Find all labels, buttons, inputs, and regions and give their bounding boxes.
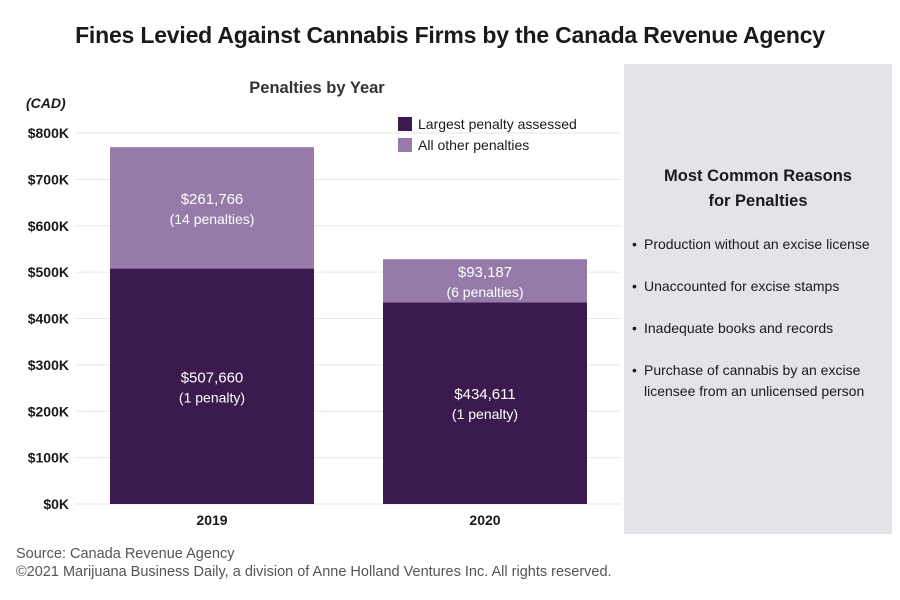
reasons-panel: Most Common Reasons for Penalties • Produ…: [624, 64, 892, 534]
bar-count-label: (1 penalty): [452, 406, 518, 422]
chart-title: Fines Levied Against Cannabis Firms by t…: [75, 22, 825, 48]
bullet-icon: •: [632, 278, 637, 294]
bullet-icon: •: [632, 236, 637, 252]
reason-text: Unaccounted for excise stamps: [644, 278, 840, 294]
bar-value-label: $93,187: [458, 264, 512, 281]
bar-chart: Penalties by Year (CAD) $0K $100K $200K $300K…: [26, 79, 620, 528]
chart-subtitle: Penalties by Year: [249, 79, 385, 97]
legend-swatch: [398, 117, 412, 131]
bar-count-label: (6 penalties): [446, 284, 523, 300]
legend-label: All other penalties: [418, 137, 529, 153]
x-tick-label: 2020: [469, 512, 500, 528]
legend-label: Largest penalty assessed: [418, 116, 577, 132]
y-tick-label: $400K: [28, 311, 69, 327]
x-tick-label: 2019: [196, 512, 227, 528]
y-tick-label: $600K: [28, 218, 69, 234]
bar-count-label: (14 penalties): [170, 211, 255, 227]
bar-count-label: (1 penalty): [179, 389, 245, 405]
bar-segment: [110, 147, 314, 269]
source-note: Source: Canada Revenue Agency: [16, 546, 235, 562]
bullet-icon: •: [632, 362, 637, 378]
reason-item: • Purchase of cannabis by an excise licen…: [632, 360, 888, 402]
reason-item: • Unaccounted for excise stamps: [632, 276, 888, 297]
reasons-panel-title: Most Common Reasons for Penalties: [624, 164, 892, 214]
reasons-title-line2: for Penalties: [708, 192, 808, 210]
bar-value-label: $261,766: [181, 191, 244, 208]
y-tick-label: $700K: [28, 171, 69, 187]
bar-segment: [110, 268, 314, 504]
bar-segment: [383, 302, 587, 504]
y-tick-label: $500K: [28, 264, 69, 280]
reason-text: Production without an excise license: [644, 236, 870, 252]
reasons-list: • Production without an excise license • U…: [632, 234, 888, 423]
reason-text: Purchase of cannabis by an excise licens…: [644, 362, 865, 399]
footer: Source: Canada Revenue Agency ©2021 Mari…: [16, 545, 612, 581]
y-tick-label: $300K: [28, 357, 69, 373]
y-tick-label: $800K: [28, 125, 69, 141]
y-tick-label: $100K: [28, 450, 69, 466]
bar-value-label: $434,611: [454, 386, 515, 403]
bar-value-label: $507,660: [181, 369, 244, 386]
copyright-note: ©2021 Marijuana Business Daily, a divisi…: [16, 564, 612, 580]
y-tick-label: $200K: [28, 403, 69, 419]
y-axis-label: (CAD): [26, 95, 66, 111]
bullet-icon: •: [632, 320, 637, 336]
reason-text: Inadequate books and records: [644, 320, 834, 336]
reasons-title-line1: Most Common Reasons: [664, 167, 852, 185]
bar-segment: [383, 259, 587, 303]
y-tick-label: $0K: [43, 496, 69, 512]
legend-swatch: [398, 138, 412, 152]
reason-item: • Inadequate books and records: [632, 318, 888, 339]
reason-item: • Production without an excise license: [632, 234, 888, 255]
